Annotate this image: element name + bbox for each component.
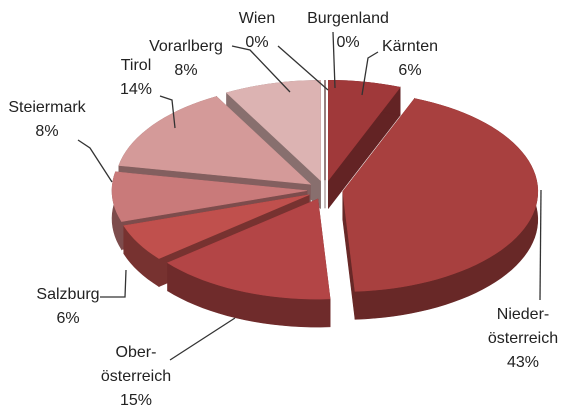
slice-top: [225, 80, 321, 182]
data-label: Wien 0%: [239, 7, 275, 55]
value-label: 0%: [245, 34, 269, 51]
category-label: Kärnten: [381, 38, 439, 55]
value-label: 43%: [506, 354, 540, 371]
value-label: 14%: [119, 81, 153, 98]
value-label: 6%: [398, 62, 422, 79]
slice-top: [342, 98, 539, 292]
slice-top: [123, 194, 310, 259]
category-label: Vorarlberg: [149, 38, 223, 55]
slice: [342, 97, 539, 320]
category-label: Burgenland: [307, 10, 389, 27]
leader-lines: [77, 31, 542, 361]
category-label: Wien: [238, 10, 276, 27]
leader-line: [361, 51, 379, 96]
value-label: 15%: [119, 392, 153, 409]
value-label: 8%: [35, 123, 59, 140]
leader-line: [231, 45, 291, 93]
value-label: 0%: [336, 34, 360, 51]
data-label: Ober- österreich 15%: [101, 341, 171, 412]
slice: [328, 79, 401, 210]
leader-line: [77, 139, 113, 183]
leader-line: [100, 269, 127, 298]
data-label: Nieder- österreich 43%: [488, 303, 558, 375]
leader-line: [277, 45, 329, 91]
data-label: Tirol 14%: [120, 54, 152, 102]
slice-top: [118, 96, 312, 185]
data-label: Burgenland 0%: [307, 7, 389, 55]
data-label: Kärnten 6%: [382, 35, 438, 83]
slice-top: [111, 171, 308, 222]
category-label: Ober- österreich: [100, 344, 172, 385]
value-label: 6%: [56, 310, 80, 327]
slice-top: [166, 198, 331, 300]
leader-line: [539, 189, 542, 301]
category-label: Salzburg: [36, 286, 100, 303]
leader-line: [159, 95, 176, 129]
category-label: Tirol: [120, 57, 152, 74]
leader-line: [169, 317, 236, 361]
data-label: Vorarlberg 8%: [149, 35, 223, 83]
category-label: Nieder- österreich: [487, 306, 559, 347]
data-label: Salzburg 6%: [36, 283, 99, 331]
data-label: Steiermark 8%: [8, 96, 85, 144]
slice: [166, 198, 331, 328]
leader-line: [332, 31, 336, 89]
value-label: 8%: [174, 62, 198, 79]
category-label: Steiermark: [8, 99, 86, 116]
